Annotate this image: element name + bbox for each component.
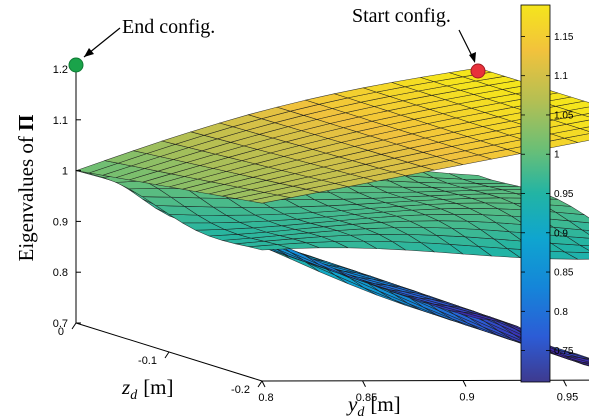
- surface-patch: [449, 173, 492, 181]
- yd-tick-label: 0.85: [356, 392, 377, 404]
- colorbar-tick-label: 1.15: [554, 32, 574, 43]
- colorbar-tick-label: 0.75: [554, 346, 574, 357]
- surface-patch: [582, 113, 589, 118]
- zd-axis-label-base: z: [121, 375, 130, 399]
- yd-axis-label-unit: [m]: [370, 392, 400, 416]
- zd-axis-label-unit: [m]: [143, 375, 173, 399]
- yd-tick-mark: [563, 380, 567, 387]
- colorbar-tick-label: 0.9: [554, 228, 568, 239]
- zd-tick-label: -0.1: [138, 355, 157, 367]
- yd-tick-mark: [261, 380, 266, 388]
- colorbar-tick-label: 1.05: [554, 110, 574, 121]
- colorbar-tick-label: 1: [554, 150, 560, 161]
- z-axis-label-text: Eigenvalues of: [14, 131, 38, 262]
- zd-axis-label-sub: d: [130, 388, 138, 403]
- z-tick-label: 0.9: [53, 216, 68, 228]
- z-tick-label: 0.8: [53, 267, 68, 279]
- colorbar-ticks: 0.75 0.8 0.85 0.9 0.95 1 1.05 1.1 1.15: [521, 32, 574, 357]
- yd-axis-label: yd [m]: [346, 392, 401, 419]
- surface-upper: [74, 67, 589, 204]
- colorbar-tick-label: 0.8: [554, 307, 568, 318]
- surface-patch: [581, 229, 589, 235]
- zd-tick-label: 0: [58, 326, 64, 338]
- zd-tick-mark: [164, 351, 170, 359]
- z-axis-label: Eigenvalues of Π: [14, 115, 38, 262]
- zd-tick-mark: [257, 380, 263, 388]
- yd-tick-mark: [462, 380, 467, 387]
- colorbar-tick-label: 1.1: [554, 71, 568, 82]
- yd-tick-mark: [362, 380, 366, 387]
- axis-ticks: 0.7 0.8 0.9 1 1.1 1.2 0 -0.1 -0.2 0.8 0.85 0.9 0.95 1: [53, 64, 579, 404]
- end-config-arrowhead: [84, 48, 94, 57]
- z-tick-label: 1.1: [53, 115, 68, 127]
- z-tick-label: 0.7: [53, 318, 68, 330]
- z-tick-label: 1.2: [53, 64, 68, 76]
- zd-tick-label: -0.2: [231, 384, 250, 396]
- start-config-marker: [470, 63, 486, 79]
- z-axis-label-symbol: Π: [14, 115, 38, 131]
- surfaces: [74, 67, 589, 367]
- end-config-marker: [68, 57, 84, 73]
- yd-tick-label: 0.95: [557, 391, 578, 403]
- yd-axis-label-base: y: [346, 392, 358, 416]
- colorbar-tick-label: 0.95: [554, 189, 574, 200]
- surface-patch: [449, 310, 492, 321]
- colorbar-tick-label: 0.85: [554, 268, 574, 279]
- zd-axis-label: zd [m]: [121, 375, 174, 403]
- yd-axis-label-sub: d: [357, 405, 365, 419]
- z-tick-label: 1: [62, 166, 68, 178]
- colorbar: [520, 4, 551, 383]
- surface-patch: [582, 362, 589, 365]
- end-config-label: End config.: [122, 16, 215, 38]
- start-config-label: Start config.: [352, 5, 451, 27]
- zd-tick-mark: [71, 322, 77, 330]
- yd-tick-label: 0.9: [459, 392, 474, 404]
- start-config-arrowhead: [469, 52, 476, 63]
- yd-tick-label: 0.8: [258, 392, 273, 404]
